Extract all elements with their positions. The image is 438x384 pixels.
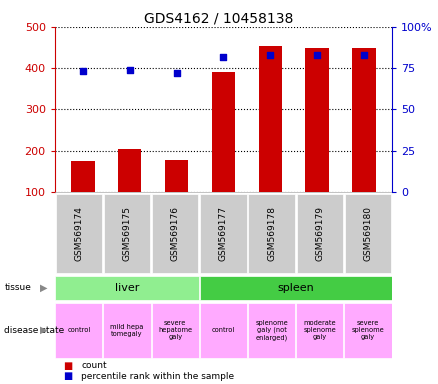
Text: splenome
galy (not
enlarged): splenome galy (not enlarged) <box>255 320 288 341</box>
Text: GSM569177: GSM569177 <box>219 206 228 261</box>
Text: moderate
splenome
galy: moderate splenome galy <box>304 320 336 340</box>
Bar <box>118 149 141 233</box>
Bar <box>152 303 199 358</box>
Bar <box>344 303 392 358</box>
Bar <box>56 194 102 273</box>
Bar <box>55 303 102 358</box>
Text: GSM569174: GSM569174 <box>74 206 83 261</box>
Point <box>267 52 274 58</box>
Bar <box>200 194 247 273</box>
Text: GSM569178: GSM569178 <box>267 206 276 261</box>
Bar <box>152 194 198 273</box>
Text: control: control <box>212 327 235 333</box>
Text: GSM569175: GSM569175 <box>123 206 131 261</box>
Point <box>314 52 321 58</box>
Text: GDS4162 / 10458138: GDS4162 / 10458138 <box>144 12 294 25</box>
Bar <box>258 46 282 233</box>
Text: GSM569180: GSM569180 <box>364 206 372 261</box>
Bar <box>55 276 199 300</box>
Text: mild hepa
tomegaly: mild hepa tomegaly <box>110 324 144 337</box>
Point <box>79 68 86 74</box>
Text: tissue: tissue <box>4 283 31 293</box>
Text: spleen: spleen <box>277 283 314 293</box>
Bar <box>345 194 391 273</box>
Text: GSM569176: GSM569176 <box>171 206 180 261</box>
Bar <box>103 303 151 358</box>
Bar <box>297 194 343 273</box>
Text: ■: ■ <box>64 371 73 381</box>
Bar <box>200 276 392 300</box>
Point <box>360 52 367 58</box>
Point <box>220 53 227 60</box>
Bar <box>200 303 247 358</box>
Point <box>173 70 180 76</box>
Bar <box>305 48 329 233</box>
Text: liver: liver <box>115 283 139 293</box>
Bar <box>296 303 343 358</box>
Text: ▶: ▶ <box>40 325 48 335</box>
Point <box>126 67 133 73</box>
Bar <box>165 160 188 233</box>
Text: ▶: ▶ <box>40 283 48 293</box>
Bar <box>71 161 95 233</box>
Text: GSM569179: GSM569179 <box>315 206 324 261</box>
Bar <box>248 303 295 358</box>
Bar <box>212 72 235 233</box>
Text: severe
splenome
galy: severe splenome galy <box>352 320 384 340</box>
Text: ■: ■ <box>64 361 73 371</box>
Text: percentile rank within the sample: percentile rank within the sample <box>81 372 234 381</box>
Bar <box>248 194 295 273</box>
Text: disease state: disease state <box>4 326 65 335</box>
Text: control: control <box>67 327 91 333</box>
Bar <box>352 48 376 233</box>
Text: severe
hepatome
galy: severe hepatome galy <box>158 320 192 340</box>
Bar <box>104 194 150 273</box>
Text: count: count <box>81 361 107 370</box>
